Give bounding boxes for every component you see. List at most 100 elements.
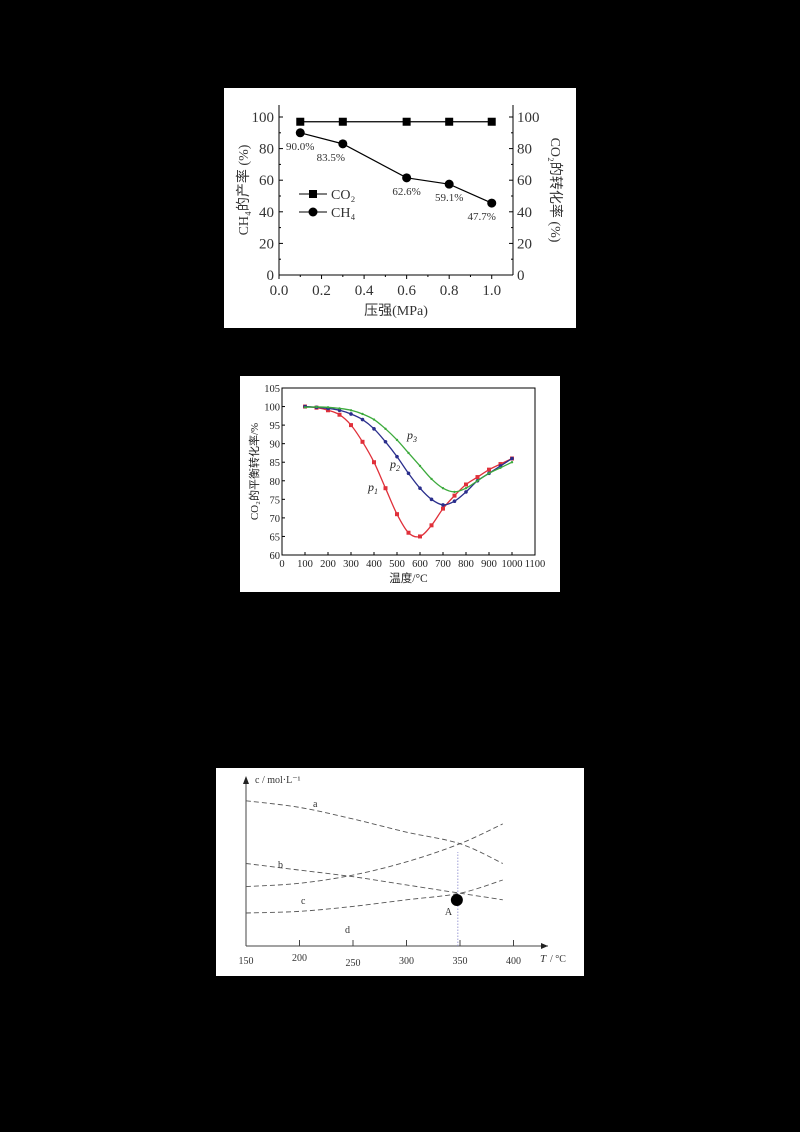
x-tick-label: 300	[343, 559, 359, 570]
y-tick-label-right: 80	[517, 142, 532, 158]
p3-marker	[464, 487, 468, 490]
ch4-annotation: 83.5%	[317, 152, 345, 164]
x-tick-label: 1000	[502, 559, 523, 570]
x-tick-label: 800	[458, 559, 474, 570]
x-tick-label: 0	[279, 559, 284, 570]
y-axis-label: c / mol·L⁻¹	[255, 775, 301, 786]
chart-concentration-temperature: 150 200 250 300 350 400 T / °C c / mol·L⁻¹ a b c d A	[216, 768, 584, 976]
p1-marker	[383, 486, 388, 491]
curve-label-c: c	[301, 896, 306, 907]
y-tick-label: 60	[270, 551, 281, 562]
x-tick-label: 0.4	[355, 283, 374, 299]
p3-marker	[361, 412, 364, 416]
p1-marker	[441, 506, 445, 511]
y-tick-label-right: 40	[517, 205, 532, 221]
chart1-svg: 0.0 0.2 0.4 0.6 0.8 1.0 0 0 20 20 40 40 60 60 80 80 100 1…	[235, 105, 564, 319]
y-tick-label: 105	[264, 384, 280, 395]
p1-marker	[487, 467, 491, 472]
ch4-annotation: 90.0%	[286, 141, 314, 153]
p2-marker	[510, 456, 514, 461]
p2-marker	[452, 499, 457, 503]
p1-marker	[326, 408, 330, 413]
y-tick-label: 65	[270, 532, 281, 543]
co2-marker	[445, 117, 454, 126]
ch4-annotation: 47.7%	[468, 211, 496, 223]
curve-d	[245, 879, 503, 914]
p1-marker	[464, 482, 468, 487]
x-tick-label: 900	[481, 559, 497, 570]
curve-c	[245, 823, 503, 888]
p1-marker	[349, 423, 353, 428]
x-tick-label: 0.2	[312, 283, 331, 299]
y-tick-label: 40	[259, 205, 274, 221]
p3-marker	[453, 490, 456, 494]
x-tick-label: 600	[412, 559, 428, 570]
p3-marker	[430, 477, 433, 481]
x-tick-label: 200	[292, 953, 307, 964]
y-tick-label: 80	[270, 477, 281, 488]
p3-curve	[304, 406, 513, 493]
y-tick-label: 60	[259, 173, 274, 189]
co2-marker	[296, 117, 305, 126]
curve-label-b: b	[278, 860, 283, 871]
p2-marker	[441, 503, 445, 507]
p3-marker	[510, 461, 514, 464]
ch4-marker	[487, 198, 497, 208]
y-tick-label: 95	[270, 421, 281, 432]
co2-marker	[402, 117, 411, 126]
ch4-marker	[295, 128, 305, 138]
p1-marker	[337, 412, 342, 417]
x-axis-label: 温度/°C	[389, 571, 428, 585]
y-tick-label-right: 20	[517, 236, 532, 252]
y-tick-label-right: 100	[517, 110, 540, 126]
curve-label-p1: p1	[367, 480, 378, 496]
point-A-marker	[450, 894, 463, 906]
p1-marker	[418, 534, 422, 539]
p1-marker	[395, 512, 399, 517]
co2-marker	[338, 117, 347, 126]
curve-label-p3: p3	[406, 428, 417, 444]
y-axis-label: CH₄的产率 (%)	[235, 144, 252, 235]
y-tick-label: 75	[270, 495, 281, 506]
y-tick-label: 0	[267, 268, 275, 284]
co2-marker	[487, 117, 496, 126]
p1-marker	[406, 530, 411, 535]
x-tick-label: 350	[453, 956, 468, 967]
curve-label-d: d	[345, 925, 350, 936]
curve-label-p2: p2	[389, 457, 400, 473]
p3-marker	[407, 451, 410, 455]
p2-marker	[372, 427, 376, 431]
p1-marker	[360, 439, 365, 444]
chart-pressure-yield: 0.0 0.2 0.4 0.6 0.8 1.0 0 0 20 20 40 40 60 60 80 80 100 1…	[224, 88, 576, 328]
plot-frame	[281, 387, 536, 556]
p3-marker	[303, 406, 307, 409]
y-tick-label: 80	[259, 142, 274, 158]
x-tick-label: 0.8	[440, 283, 459, 299]
p2-curve	[304, 405, 513, 506]
ch4-marker	[444, 179, 454, 189]
curve-label-a: a	[313, 799, 318, 810]
ch4-annotation: 59.1%	[435, 192, 463, 204]
x-tick-label: 200	[320, 559, 336, 570]
legend-co2-label: CO₂	[331, 188, 355, 203]
legend-ch4-label: CH₄	[331, 206, 355, 221]
x-tick-label: 0.0	[270, 283, 289, 299]
p2-marker	[418, 486, 422, 490]
y-tick-label: 85	[270, 458, 281, 469]
p2-marker	[395, 454, 399, 459]
p1-marker	[452, 493, 457, 498]
x-tick-label: 1100	[525, 559, 546, 570]
y-axis-label: CO₂的平衡转化率/%	[247, 423, 261, 520]
x-tick-label: 700	[435, 559, 451, 570]
legend-ch4-marker	[308, 207, 318, 217]
x-tick-label: 150	[239, 956, 254, 967]
chart3-svg: 150 200 250 300 350 400 T / °C c / mol·L⁻¹ a b c d A	[239, 775, 567, 969]
y-axis-label-right: CO₂的转化率 (%)	[547, 138, 564, 243]
curve-a	[245, 800, 503, 864]
x-tick-label: 400	[366, 559, 382, 570]
y-tick-label: 90	[270, 440, 281, 451]
p1-marker	[429, 523, 434, 528]
x-tick-label: 400	[506, 956, 521, 967]
p2-marker	[383, 440, 388, 444]
chart-temperature-conversion: 0 100 200 300 400 500 600 700 800 900 1000 1100 60 65…	[240, 376, 560, 592]
